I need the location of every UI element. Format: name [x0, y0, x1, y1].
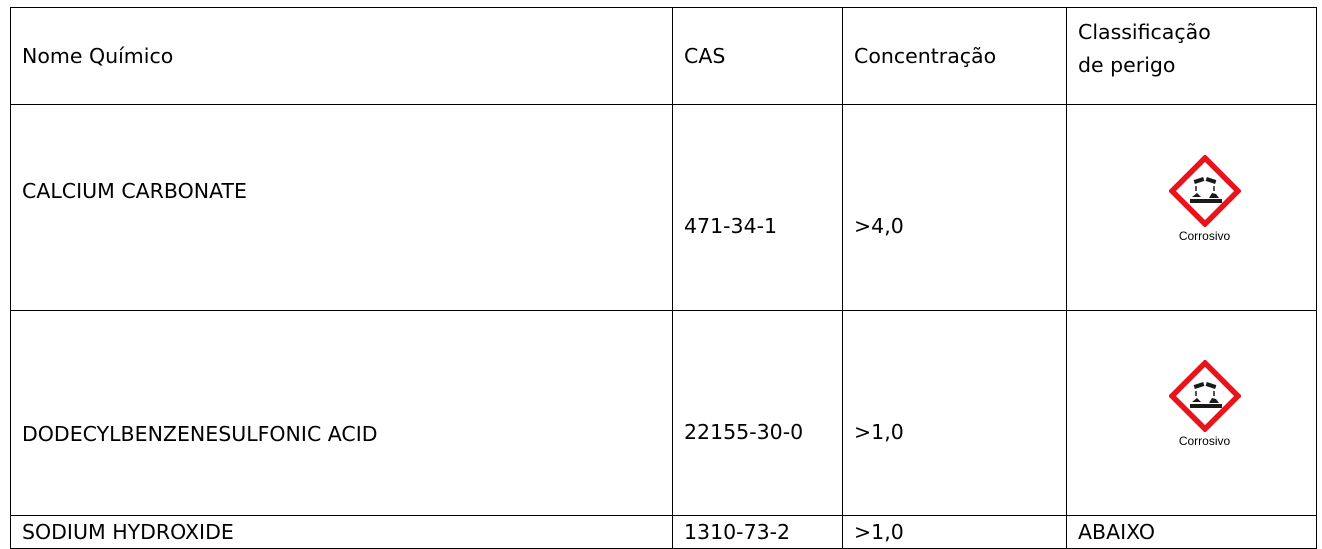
corrosion-icon [1168, 154, 1241, 227]
concentration-cell: >1,0 [842, 310, 1067, 516]
header-concentration: Concentração [842, 7, 1067, 105]
corrosion-icon [1168, 360, 1241, 432]
header-chemical-name: Nome Químico [10, 7, 673, 105]
table-row: CALCIUM CARBONATE 471-34-1 >4,0 Corr [10, 104, 1317, 311]
chemical-name-cell: SODIUM HYDROXIDE [10, 515, 673, 549]
concentration-cell: >4,0 [842, 104, 1067, 311]
pictogram-caption: Corrosivo [1178, 434, 1231, 448]
cas-cell: 22155-30-0 [672, 310, 843, 516]
chemical-composition-table: Nome Químico CAS Concentração Classifica… [10, 7, 1317, 549]
table-header-row: Nome Químico CAS Concentração Classifica… [10, 7, 1317, 105]
hazard-classification-text: ABAIXO [1078, 520, 1156, 544]
header-hazard-classification: Classificação de perigo [1066, 7, 1317, 105]
header-hazard-classification-line1: Classificação [1078, 20, 1211, 44]
cas-cell: 1310-73-2 [672, 515, 843, 549]
cas-cell: 471-34-1 [672, 104, 843, 311]
chemical-name: DODECYLBENZENESULFONIC ACID [22, 421, 378, 446]
table-row: DODECYLBENZENESULFONIC ACID 22155-30-0 >… [10, 310, 1317, 516]
hazard-classification-cell: ABAIXO [1066, 515, 1317, 549]
table-row: SODIUM HYDROXIDE 1310-73-2 >1,0 ABAIXO [10, 515, 1317, 549]
chemical-name: SODIUM HYDROXIDE [22, 520, 234, 544]
pictogram-caption: Corrosivo [1178, 228, 1231, 243]
chemical-name-cell: CALCIUM CARBONATE [10, 104, 673, 311]
concentration-value: >1,0 [854, 520, 904, 544]
corrosion-pictogram: Corrosivo [1150, 360, 1260, 448]
chemical-name: CALCIUM CARBONATE [22, 179, 247, 203]
chemical-name-cell: DODECYLBENZENESULFONIC ACID [10, 310, 673, 516]
corrosion-pictogram: Corrosivo [1150, 154, 1260, 243]
header-cas: CAS [672, 7, 843, 105]
concentration-value: >1,0 [854, 419, 904, 444]
header-hazard-classification-line2: de perigo [1078, 53, 1176, 77]
hazard-classification-cell: Corrosivo [1066, 310, 1317, 516]
concentration-cell: >1,0 [842, 515, 1067, 549]
cas-number: 471-34-1 [684, 214, 778, 238]
cas-number: 1310-73-2 [684, 520, 791, 544]
cas-number: 22155-30-0 [684, 419, 804, 444]
hazard-classification-cell: Corrosivo [1066, 104, 1317, 311]
concentration-value: >4,0 [854, 214, 904, 238]
